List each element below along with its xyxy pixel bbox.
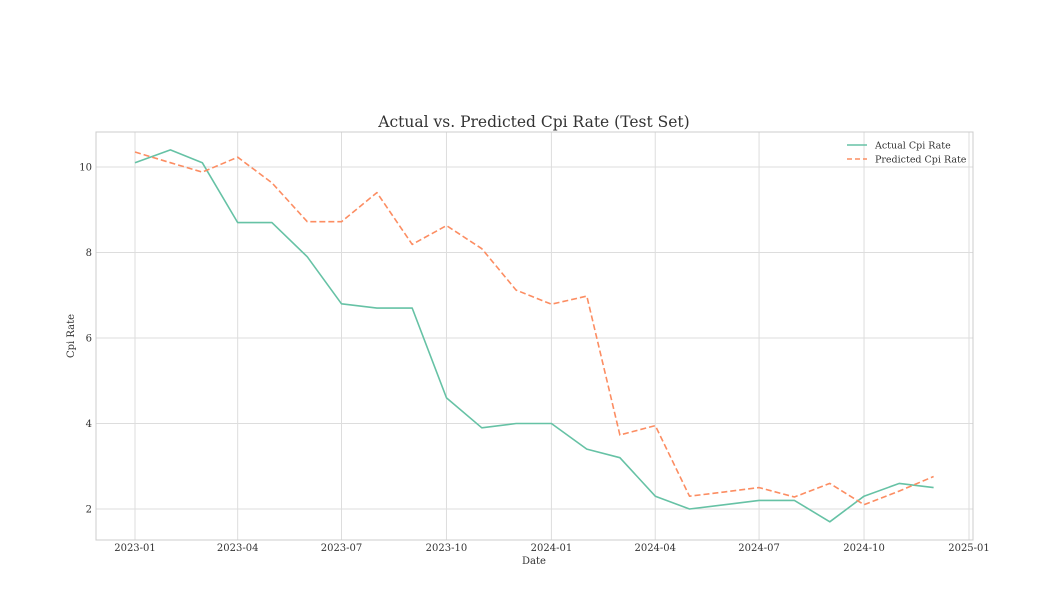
- x-tick-label: 2024-01: [531, 543, 573, 554]
- series-layer: [134, 149, 934, 523]
- y-tick-label: 10: [79, 163, 92, 174]
- actual-series-line: [134, 149, 934, 523]
- x-tick-label: 2024-07: [738, 543, 780, 554]
- predicted-series-line: [134, 151, 934, 506]
- y-tick-label: 2: [86, 505, 92, 516]
- y-axis-label: Cpi Rate: [66, 314, 77, 358]
- x-tick-label: 2025-01: [948, 543, 990, 554]
- x-tick-label: 2023-07: [321, 543, 363, 554]
- y-tick-label: 4: [86, 419, 92, 430]
- x-tick-label: 2023-10: [426, 543, 468, 554]
- legend: Actual Cpi Rate Predicted Cpi Rate: [847, 141, 967, 166]
- y-tick-label: 8: [86, 248, 92, 259]
- x-axis-label: Date: [522, 556, 546, 567]
- grid-lines: [96, 132, 973, 540]
- x-tick-label: 2023-04: [217, 543, 259, 554]
- y-axis-ticks: 2 4 6 8 10: [79, 163, 92, 516]
- chart-title: Actual vs. Predicted Cpi Rate (Test Set): [377, 113, 689, 131]
- x-tick-label: 2024-10: [843, 543, 885, 554]
- x-axis-ticks: 2023-01 2023-04 2023-07 2023-10 2024-01 2024-…: [114, 543, 990, 554]
- x-tick-label: 2024-04: [634, 543, 676, 554]
- legend-label: Predicted Cpi Rate: [875, 155, 967, 166]
- plot-frame: [95, 131, 974, 541]
- x-tick-label: 2023-01: [114, 543, 156, 554]
- y-tick-label: 6: [86, 334, 92, 345]
- legend-label: Actual Cpi Rate: [874, 141, 951, 152]
